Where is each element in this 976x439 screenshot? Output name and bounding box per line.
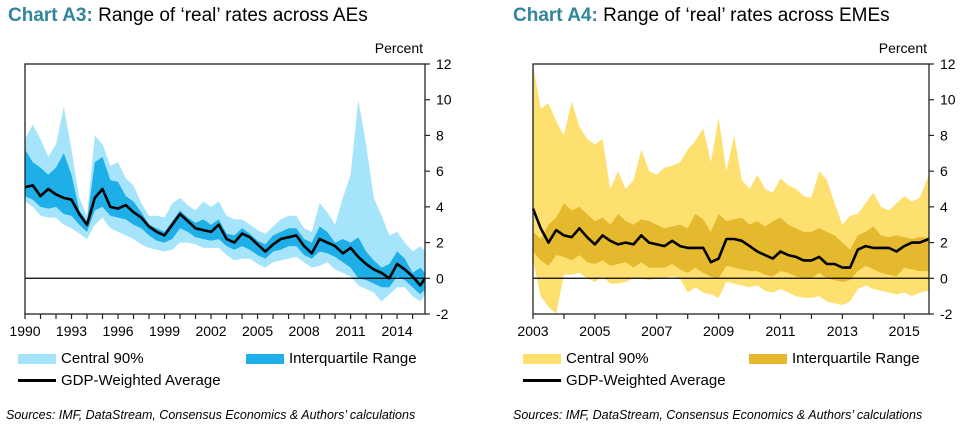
y-tick-label: 4 [940, 199, 948, 215]
x-tick-label: 1990 [9, 323, 40, 339]
x-tick-label: 1999 [149, 323, 180, 339]
y-axis-unit-label: Percent [879, 40, 927, 56]
y-axis-unit-label: Percent [375, 40, 423, 56]
chart-a3-title: Chart A3: Range of ‘real’ rates across A… [8, 5, 368, 27]
plot-frame [532, 63, 930, 315]
chart-a3-source: Sources: IMF, DataStream, Consensus Econ… [6, 408, 416, 422]
x-tick-label: 2002 [195, 323, 226, 339]
chart-a3-plot: 12 10 8 6 4 2 0 -2 1990 1993 1996 1999 2002 2005 2008 2… [9, 40, 452, 339]
chart-a4-title-text: Range of ‘real’ rates across EMEs [603, 5, 890, 26]
legend-central90: Central 90% [18, 350, 144, 367]
legend-iqr-swatch [749, 353, 787, 364]
y-tick-label: 0 [940, 270, 948, 286]
x-tick-label: 2011 [765, 323, 795, 339]
y-tick-label: 12 [436, 56, 452, 72]
y-tick-label: 2 [436, 235, 444, 251]
legend-iqr: Interquartile Range [246, 350, 417, 367]
x-tick-label: 2003 [517, 323, 548, 339]
y-tick-label: -2 [940, 306, 953, 322]
central90-band [533, 64, 929, 314]
y-tick-label: 6 [436, 163, 444, 179]
gdp-weighted-average-line [531, 208, 930, 269]
x-tick-label: 2009 [703, 323, 734, 339]
x-tick-label: 2014 [382, 323, 413, 339]
legend-iqr-swatch [246, 353, 284, 364]
legend-central90-swatch [523, 353, 561, 364]
x-tick-label: 2015 [889, 323, 920, 339]
legend-iqr-label: Interquartile Range [792, 350, 920, 367]
chart-a4-title: Chart A4: Range of ‘real’ rates across E… [513, 5, 890, 27]
legend-average-swatch [523, 379, 561, 382]
legend-average-swatch [18, 379, 56, 382]
y-tick-label: 10 [940, 92, 956, 108]
chart-a4-title-label: Chart A4: [513, 5, 598, 26]
x-tick-label: 2013 [827, 323, 858, 339]
x-tick-label: 1993 [56, 323, 87, 339]
legend-central90-label: Central 90% [61, 350, 144, 367]
legend-central90: Central 90% [523, 350, 649, 367]
legend-average-label: GDP-Weighted Average [61, 372, 221, 389]
chart-a3-title-label: Chart A3: [8, 5, 93, 26]
y-tick-label: 10 [436, 92, 452, 108]
legend-average-label: GDP-Weighted Average [566, 372, 726, 389]
legend-average: GDP-Weighted Average [18, 372, 221, 389]
y-tick-label: 6 [940, 163, 948, 179]
x-tick-label: 1996 [102, 323, 133, 339]
chart-a4-panel: Chart A4: Range of ‘real’ rates across E… [500, 0, 976, 439]
y-tick-label: 12 [940, 56, 956, 72]
legend-average: GDP-Weighted Average [523, 372, 726, 389]
chart-a3-title-text: Range of ‘real’ rates across AEs [98, 5, 368, 26]
chart-a4-source: Sources: IMF, DataStream, Consensus Econ… [513, 408, 923, 422]
legend-iqr: Interquartile Range [749, 350, 920, 367]
y-tick-label: 8 [436, 127, 444, 143]
plot-frame [24, 63, 426, 315]
x-tick-label: 2005 [579, 323, 610, 339]
x-tick-label: 2011 [336, 323, 366, 339]
x-tick-label: 2008 [288, 323, 319, 339]
iqr-band [25, 149, 425, 295]
y-tick-label: -2 [436, 306, 449, 322]
iqr-band [533, 203, 929, 282]
gdp-weighted-average-line [24, 184, 427, 287]
y-tick-label: 0 [436, 270, 444, 286]
y-tick-label: 8 [940, 127, 948, 143]
legend-iqr-label: Interquartile Range [289, 350, 417, 367]
chart-a3-panel: Chart A3: Range of ‘real’ rates across A… [6, 5, 452, 422]
x-tick-label: 2007 [641, 323, 672, 339]
y-tick-label: 2 [940, 235, 948, 251]
y-tick-label: 4 [436, 199, 444, 215]
legend-central90-label: Central 90% [566, 350, 649, 367]
chart-a4-plot: 12 10 8 6 4 2 0 -2 2003 2005 2007 2009 2011 2013 2015 P… [517, 40, 956, 339]
legend-central90-swatch [18, 353, 56, 364]
x-tick-label: 2005 [242, 323, 273, 339]
